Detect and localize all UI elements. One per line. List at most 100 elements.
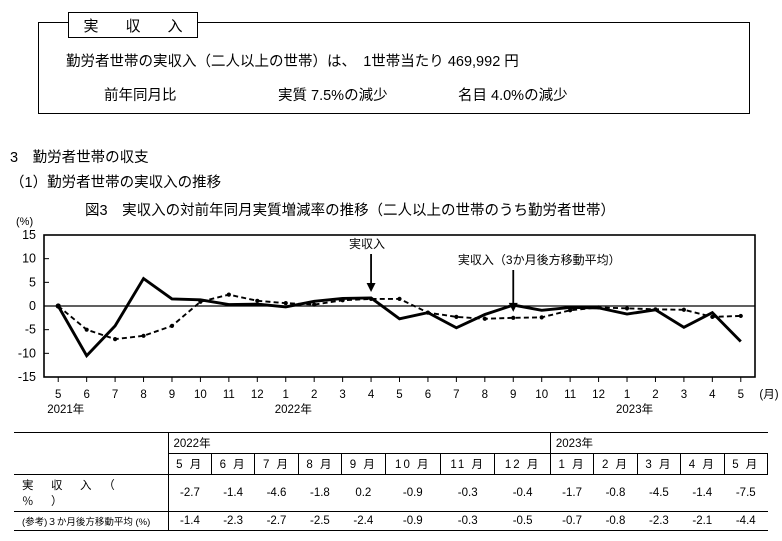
series-point-moving-average <box>312 302 317 307</box>
table-cell: -2.3 <box>211 511 255 531</box>
table-cell: -0.5 <box>494 511 551 531</box>
x-axis-year-label: 2022年 <box>275 402 312 416</box>
table-month-header: 9 月 <box>341 453 386 475</box>
table-cell: -0.7 <box>550 511 594 531</box>
series-point-moving-average <box>113 337 118 342</box>
x-axis-tick-label: 9 <box>169 389 175 401</box>
series-point-moving-average <box>198 299 203 304</box>
y-axis-tick-label: -10 <box>18 346 36 360</box>
table-cell: -0.3 <box>440 474 495 512</box>
table-month-header: 3 月 <box>636 453 682 475</box>
y-axis-tick-label: -15 <box>18 370 36 384</box>
table-month-header: 12 月 <box>494 453 551 475</box>
chart-annotation-label: 実収入（3か月後方移動平均） <box>458 252 621 267</box>
table-row-label: 実 収 入 （ ％ ） <box>14 474 169 512</box>
table-month-header: 8 月 <box>297 453 343 475</box>
table-corner-blank <box>14 432 169 454</box>
table-cell: -1.7 <box>550 474 594 512</box>
table-cell: -2.3 <box>637 511 681 531</box>
series-point-moving-average <box>368 296 374 301</box>
table-row: (参考)３か月後方移動平均 (%) -1.4 -2.3 -2.7 -2.5 -2.4 -0.… <box>14 511 768 531</box>
table-cell: 0.2 <box>341 474 386 512</box>
y-axis-tick-label: 10 <box>22 252 36 266</box>
table-cell: -0.8 <box>593 474 638 512</box>
x-axis-tick-label: 12 <box>592 389 605 401</box>
x-axis-tick-label: 2 <box>311 389 317 401</box>
chart-unit-label: (%) <box>16 216 34 228</box>
x-axis-tick-label: 1 <box>283 389 289 401</box>
table-cell: -1.8 <box>298 474 342 512</box>
table-month-header: 5 月 <box>167 453 212 475</box>
series-point-moving-average <box>340 298 345 303</box>
series-point-moving-average <box>255 298 260 303</box>
x-axis-tick-label: 6 <box>83 389 89 401</box>
series-point-moving-average <box>482 316 487 321</box>
x-axis-tick-label: 8 <box>140 389 146 401</box>
x-axis-tick-label: 3 <box>681 389 687 401</box>
x-axis-tick-label: 3 <box>339 389 345 401</box>
series-point-moving-average <box>738 313 743 319</box>
table-cell: -1.4 <box>211 474 255 512</box>
x-axis-tick-label: 11 <box>223 389 235 401</box>
series-point-moving-average <box>710 314 715 319</box>
x-axis-tick-label: 10 <box>194 389 207 401</box>
series-point-moving-average <box>454 314 459 319</box>
table-month-header: 2 月 <box>593 453 638 475</box>
chart-container: (%) 15 10 5 0 -5 -10 -15 5 6 7 8 9 10 11 12 1 2 3 4 5 6 7 8 9 10… <box>0 212 782 427</box>
table-row-label: (参考)３か月後方移動平均 (%) <box>14 511 169 531</box>
table-cell: -2.7 <box>168 474 212 512</box>
x-axis-tick-label: 6 <box>425 389 431 401</box>
series-point-moving-average <box>539 315 544 320</box>
table-month-header: 7 月 <box>254 453 299 475</box>
table-year-header: 2023年 <box>549 432 768 454</box>
table-month-header: 1 月 <box>549 453 595 475</box>
x-axis-tick-label: 9 <box>510 389 516 401</box>
table-row: 実 収 入 （ ％ ） -2.7 -1.4 -4.6 -1.8 0.2 -0.9 -0.3 -0… <box>14 474 768 512</box>
x-axis-tick-label: 1 <box>624 389 630 401</box>
x-axis-tick-label: 5 <box>738 389 744 401</box>
table-cell: -1.4 <box>680 474 725 512</box>
series-point-moving-average <box>141 333 146 338</box>
series-point-moving-average <box>84 327 89 332</box>
series-point-moving-average <box>568 308 573 313</box>
table-month-header: 5 月 <box>723 453 769 475</box>
table-cell: -0.4 <box>494 474 551 512</box>
series-point-moving-average <box>624 306 630 311</box>
x-axis-tick-label: 8 <box>482 389 488 401</box>
series-point-moving-average <box>397 296 402 301</box>
table-cell: -2.5 <box>298 511 342 531</box>
subsection-heading: （1）勤労者世帯の実収入の推移 <box>10 175 222 191</box>
series-point-moving-average <box>169 323 175 328</box>
table-cell: -4.5 <box>637 474 681 512</box>
chart-annotation-arrow-head <box>366 282 376 292</box>
series-point-moving-average <box>283 301 288 306</box>
table-cell: -0.9 <box>385 474 441 512</box>
x-axis-tick-label: 5 <box>396 389 402 401</box>
table-cell: -7.5 <box>724 474 768 512</box>
series-point-moving-average <box>596 305 601 310</box>
table-cell: -2.4 <box>341 511 386 531</box>
table-cell: -2.1 <box>680 511 725 531</box>
x-axis-tick-label: 10 <box>535 389 548 401</box>
series-point-moving-average <box>511 315 516 320</box>
table-cell: -2.7 <box>254 511 299 531</box>
x-axis-tick-label: 11 <box>564 389 576 401</box>
y-axis-tick-label: 0 <box>29 299 36 313</box>
x-axis-tick-label: 5 <box>55 389 61 401</box>
chart-annotation-arrow-head <box>508 302 518 312</box>
x-axis-tick-label: 7 <box>453 389 459 401</box>
x-axis-tick-label: 4 <box>709 389 716 401</box>
x-axis-tick-label: 12 <box>251 389 264 401</box>
y-axis-tick-label: 5 <box>29 275 36 289</box>
table-cell: -0.9 <box>385 511 441 531</box>
x-axis-year-label: 2023年 <box>616 402 653 416</box>
table-month-header: 6 月 <box>210 453 256 475</box>
table-cell: -1.4 <box>168 511 212 531</box>
table-cell: -4.6 <box>254 474 299 512</box>
y-axis-tick-label: 15 <box>22 228 36 242</box>
table-cell: -4.4 <box>724 511 768 531</box>
section-heading: 3 勤労者世帯の収支 <box>10 150 149 166</box>
